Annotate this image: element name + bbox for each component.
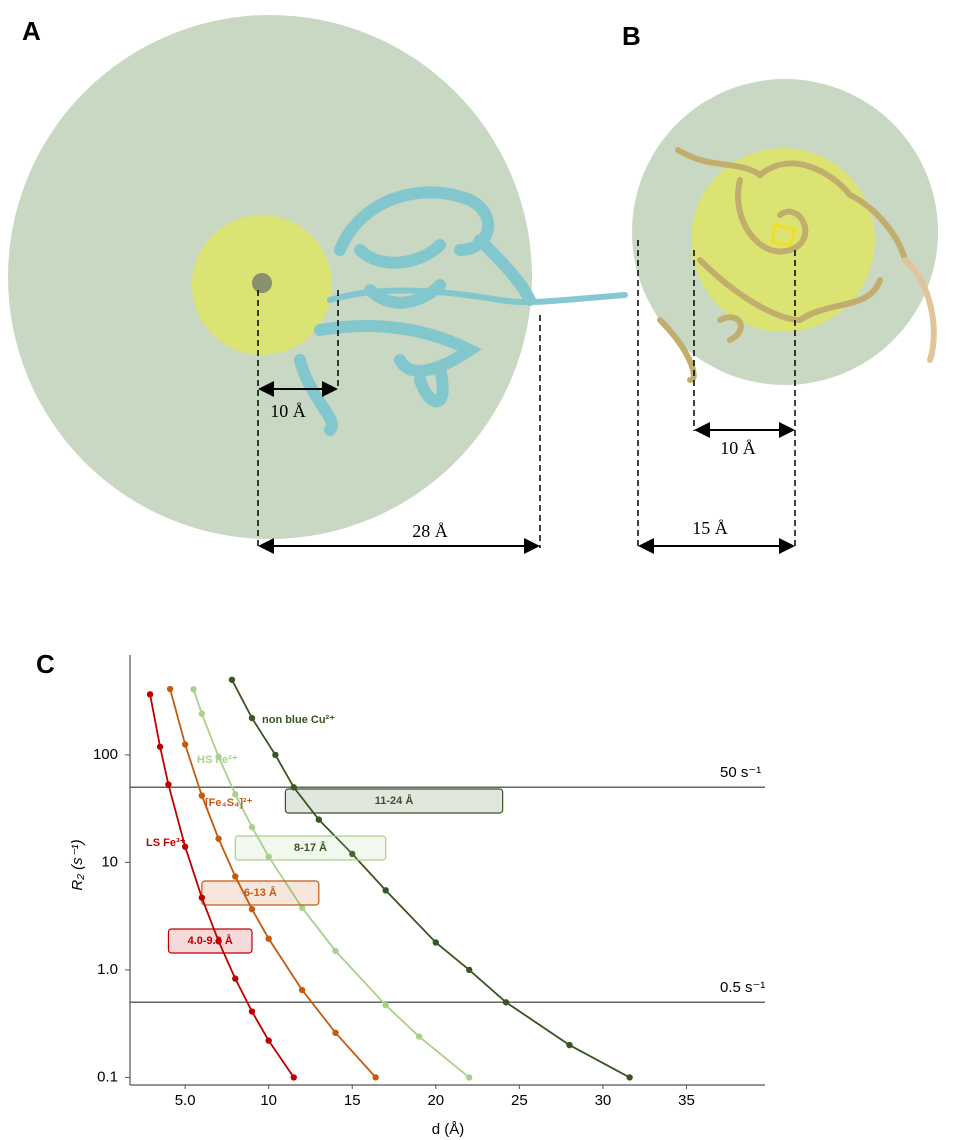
page: A 10 Å 28 Å B 10 Å 15 Å C d (Å) R₂ (s⁻¹ bbox=[0, 0, 953, 1140]
series-label: [Fe₄S₄]²⁺ bbox=[205, 797, 253, 809]
data-point bbox=[249, 824, 255, 830]
data-point bbox=[249, 715, 255, 721]
y-axis-label: R₂ (s⁻¹) bbox=[69, 839, 86, 890]
dimension-label: 10 Å bbox=[270, 401, 306, 421]
y-tick-label: 0.1 bbox=[97, 1068, 118, 1085]
x-tick-label: 35 bbox=[678, 1092, 695, 1109]
data-point bbox=[382, 887, 388, 893]
range-label: 11-24 Å bbox=[375, 794, 414, 807]
data-point bbox=[332, 1030, 338, 1036]
x-axis-label: d (Å) bbox=[432, 1121, 465, 1138]
panel-label: A bbox=[22, 16, 41, 46]
data-point bbox=[416, 1033, 422, 1039]
panel-a: A 10 Å 28 Å bbox=[8, 15, 625, 548]
data-point bbox=[215, 836, 221, 842]
data-point bbox=[229, 677, 235, 683]
data-point bbox=[626, 1074, 632, 1080]
data-point bbox=[566, 1042, 572, 1048]
data-point bbox=[232, 975, 238, 981]
x-tick-label: 30 bbox=[595, 1092, 612, 1109]
series-label: HS Fe²⁺ bbox=[197, 754, 238, 766]
data-point bbox=[147, 691, 153, 697]
x-tick-label: 10 bbox=[260, 1092, 277, 1109]
data-point bbox=[291, 1074, 297, 1080]
y-tick-label: 100 bbox=[93, 746, 118, 763]
range-label: 4.0-9.0 Å bbox=[188, 934, 233, 947]
data-point bbox=[190, 686, 196, 692]
y-tick-label: 10 bbox=[101, 853, 118, 870]
series-label: non blue Cu²⁺ bbox=[262, 714, 335, 726]
x-tick-label: 15 bbox=[344, 1092, 361, 1109]
metal-ion bbox=[252, 273, 272, 293]
data-point bbox=[332, 948, 338, 954]
data-point bbox=[433, 939, 439, 945]
y-tick-label: 1.0 bbox=[97, 961, 118, 978]
series-line bbox=[232, 680, 630, 1078]
data-point bbox=[232, 873, 238, 879]
x-tick-label: 20 bbox=[427, 1092, 444, 1109]
x-tick-label: 25 bbox=[511, 1092, 528, 1109]
data-point bbox=[316, 816, 322, 822]
series-label: LS Fe³⁺ bbox=[146, 837, 186, 849]
range-label: 8-17 Å bbox=[294, 841, 327, 854]
data-point bbox=[249, 1008, 255, 1014]
reference-label: 50 s⁻¹ bbox=[720, 764, 761, 781]
data-point bbox=[199, 710, 205, 716]
data-point bbox=[382, 1002, 388, 1008]
panel-b: B 10 Å 15 Å bbox=[622, 21, 938, 548]
dimension-label: 15 Å bbox=[692, 518, 728, 538]
dimension-label: 10 Å bbox=[720, 438, 756, 458]
data-point bbox=[265, 936, 271, 942]
data-point bbox=[165, 781, 171, 787]
dimension-label: 28 Å bbox=[412, 521, 448, 541]
data-point bbox=[182, 741, 188, 747]
data-point bbox=[372, 1074, 378, 1080]
data-point bbox=[157, 744, 163, 750]
data-point bbox=[299, 987, 305, 993]
panel-label: C bbox=[36, 649, 55, 679]
panel-label: B bbox=[622, 21, 641, 51]
data-point bbox=[167, 686, 173, 692]
data-point bbox=[265, 1037, 271, 1043]
data-point bbox=[199, 894, 205, 900]
range-label: 6-13 Å bbox=[244, 886, 277, 899]
x-tick-label: 5.0 bbox=[175, 1092, 196, 1109]
data-point bbox=[249, 906, 255, 912]
data-point bbox=[503, 999, 509, 1005]
reference-label: 0.5 s⁻¹ bbox=[720, 979, 765, 996]
data-point bbox=[272, 752, 278, 758]
data-point bbox=[466, 967, 472, 973]
data-point bbox=[466, 1074, 472, 1080]
figure: A 10 Å 28 Å B 10 Å 15 Å C d (Å) R₂ (s⁻¹ bbox=[0, 0, 953, 1140]
